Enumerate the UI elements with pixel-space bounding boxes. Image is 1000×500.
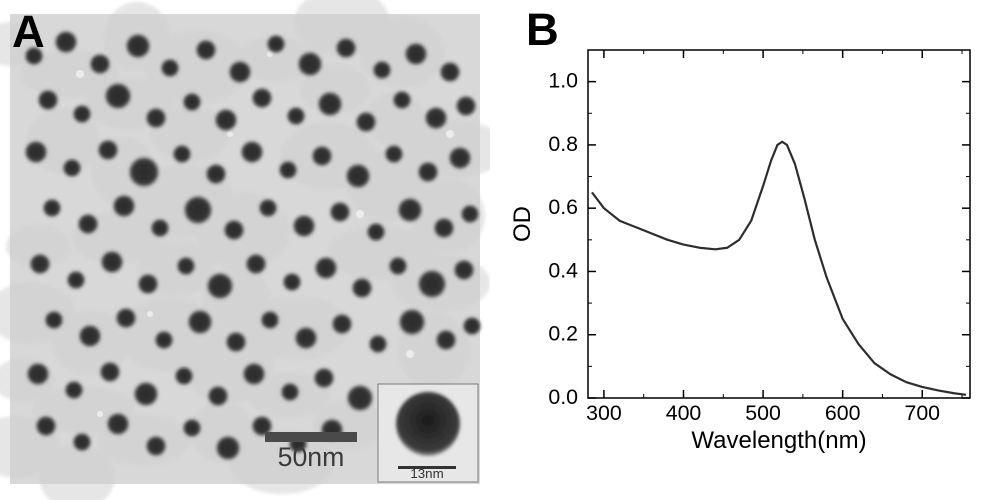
x-tick-label: 300 <box>586 401 622 425</box>
absorption-spectrum-chart: 300 400 500 600 700 0.0 0.2 0.4 0.6 0.8 1.0 Wavelen… <box>490 0 990 480</box>
x-tick-label: 600 <box>825 401 861 425</box>
panel-a-label: A <box>12 6 45 58</box>
scalebar-main <box>265 432 357 442</box>
y-tick-label: 0.4 <box>548 258 578 282</box>
scalebar-inset-label: 13nm <box>410 466 443 481</box>
plot-frame <box>588 50 970 398</box>
y-tick-label: 0.0 <box>548 385 578 409</box>
panel-b: 300 400 500 600 700 0.0 0.2 0.4 0.6 0.8 1.0 Wavelen… <box>490 0 1000 500</box>
x-tick-label: 700 <box>904 401 940 425</box>
panel-b-label: B <box>526 4 559 56</box>
y-axis-title: OD <box>509 206 536 242</box>
x-axis-title: Wavelength(nm) <box>691 427 866 454</box>
y-tick-label: 0.8 <box>548 132 578 156</box>
spectrum-line <box>592 142 966 395</box>
y-tick-label: 0.2 <box>548 322 578 346</box>
figure: 50nm 13nm A 300 400 500 600 700 0.0 0.2 0.4 0.6 0.… <box>0 0 1000 500</box>
x-tick-label: 400 <box>666 401 702 425</box>
y-tick-label: 1.0 <box>548 69 578 93</box>
panel-a: 50nm 13nm A <box>0 0 490 500</box>
tem-micrograph: 50nm 13nm <box>0 0 490 500</box>
y-tick-label: 0.6 <box>548 195 578 219</box>
inset-particle <box>396 392 460 456</box>
x-tick-label: 500 <box>745 401 781 425</box>
scalebar-main-label: 50nm <box>278 442 345 472</box>
